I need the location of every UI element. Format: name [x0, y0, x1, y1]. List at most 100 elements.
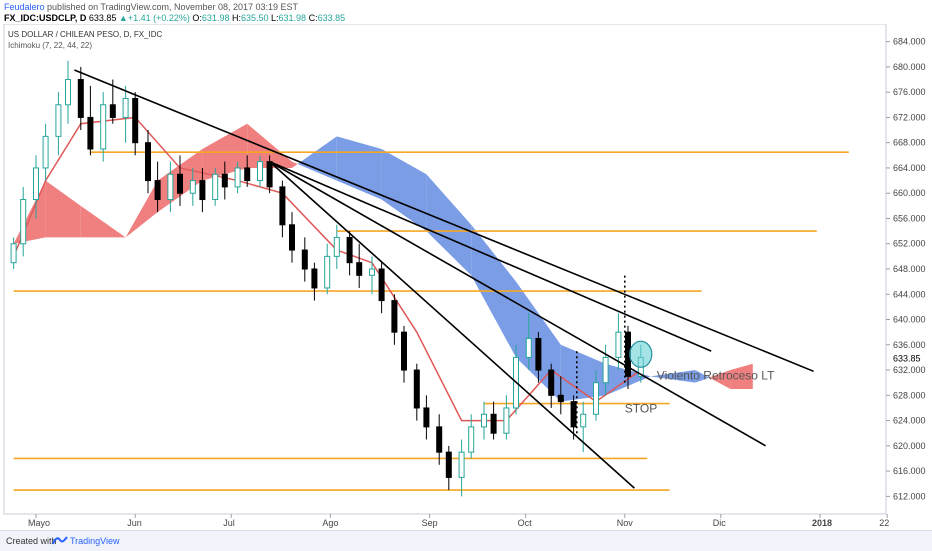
cloud-segment	[381, 149, 427, 232]
y-tick-label: 656.000	[893, 213, 926, 223]
candle-body	[289, 224, 295, 251]
cloud-segment	[247, 123, 292, 168]
ohlc-high-value: 635.50	[240, 13, 269, 23]
candle-body	[311, 268, 318, 289]
y-tick-label: 640.000	[893, 315, 926, 325]
candle-body	[369, 268, 375, 276]
ohlc-close-label: C:	[308, 13, 318, 23]
candle-body	[266, 161, 273, 188]
symbol-label: FX_IDC:USDCLP, D	[4, 13, 87, 23]
candle-body	[413, 369, 420, 409]
chart-title: US DOLLAR / CHILEAN PESO, D, FX_IDC	[8, 30, 162, 39]
indicator-label: Ichimoku (7, 22, 44, 22)	[8, 41, 92, 50]
cloud-segment	[292, 161, 298, 168]
tradingview-logo-icon	[52, 536, 68, 545]
symbol-info: FX_IDC:USDCLP, D 633.85 ▲+1.41 (+0.22%) …	[4, 13, 345, 23]
publish-info: Feudalero published on TradingView.com, …	[4, 2, 298, 12]
candle-body	[333, 236, 340, 257]
highlight-circle	[629, 340, 653, 368]
candlesticks	[10, 60, 644, 497]
y-tick-label: 660.000	[893, 188, 926, 198]
published-text: published on TradingView.com, November 0…	[47, 2, 299, 12]
last-price-label: 633.85	[893, 353, 921, 363]
y-tick-label: 676.000	[893, 87, 926, 97]
candle-body	[481, 413, 487, 428]
cloud-segment	[650, 370, 696, 383]
cloud-segment	[297, 136, 337, 181]
candle-body	[65, 79, 71, 106]
x-tick-label: 22	[879, 518, 889, 528]
x-tick-label: Sep	[422, 518, 438, 528]
y-tick-label: 668.000	[893, 138, 926, 148]
candle-body	[10, 243, 17, 264]
author-link[interactable]: Feudalero	[4, 2, 45, 12]
cloud-segment	[426, 174, 472, 276]
candle-body	[33, 167, 39, 201]
y-tick-label: 644.000	[893, 289, 926, 299]
ohlc-open-label: O:	[192, 13, 202, 23]
candle-body	[615, 331, 622, 358]
candle-body	[548, 369, 555, 396]
x-axis: Mayo Jun Jul Ago Sep Oct Nov Dic 2018 22	[28, 514, 889, 528]
candle-body	[167, 173, 174, 201]
candle-body	[87, 116, 94, 150]
price-chart[interactable]: US DOLLAR / CHILEAN PESO, D, FX_IDC Ichi…	[0, 24, 932, 530]
y-tick-label: 620.000	[893, 441, 926, 451]
cloud-segment	[125, 180, 158, 238]
candle-body	[100, 104, 107, 150]
x-tick-label: Mayo	[28, 518, 50, 528]
candle-body	[445, 451, 452, 478]
stop-label: STOP	[625, 401, 657, 415]
cloud-segment	[730, 363, 753, 389]
y-tick-label: 680.000	[893, 62, 926, 72]
x-tick-label: Dic	[713, 518, 726, 528]
candle-body	[391, 300, 398, 333]
ohlc-close-value: 633.85	[317, 13, 346, 23]
trendline	[269, 160, 766, 447]
candle-body	[132, 97, 139, 144]
y-tick-label: 684.000	[893, 37, 926, 47]
ohlc-low-label: L:	[271, 13, 279, 23]
candle-body	[20, 199, 27, 245]
candle-body	[346, 236, 353, 264]
candle-body	[212, 173, 219, 201]
candle-body	[301, 249, 308, 270]
ohlc-high-label: H:	[231, 13, 241, 23]
candle-body	[580, 413, 587, 428]
candle-body	[324, 255, 331, 289]
y-tick-label: 648.000	[893, 264, 926, 274]
cloud-segment	[709, 370, 731, 389]
candle-body	[154, 180, 161, 201]
y-axis: 612.000 616.000 620.000 624.000 628.000 632.0…	[885, 24, 926, 514]
y-tick-label: 616.000	[893, 466, 926, 476]
y-tick-label: 636.000	[893, 340, 926, 350]
candle-body	[221, 173, 228, 188]
x-tick-label: Jul	[223, 518, 235, 528]
candle-body	[535, 337, 542, 371]
candle-body	[525, 337, 532, 358]
candle-body	[436, 426, 443, 453]
candle-body	[468, 426, 475, 453]
ohlc-low-value: 631.98	[278, 13, 307, 23]
candle-body	[490, 413, 497, 434]
candle-body	[570, 401, 577, 428]
ohlc-open-value: 631.98	[201, 13, 230, 23]
y-tick-label: 624.000	[893, 416, 926, 426]
candle-body	[145, 142, 151, 182]
cloud-segment	[80, 205, 126, 238]
footer-bar: Created with TradingView	[0, 530, 932, 551]
y-tick-label: 612.000	[893, 491, 926, 501]
tradingview-brand[interactable]: TradingView	[70, 536, 120, 546]
annotations: Violento Retroceso LT STOP	[625, 340, 775, 415]
dotted-markers	[575, 275, 626, 434]
x-tick-label: Jun	[127, 518, 142, 528]
x-tick-label: Ago	[322, 518, 338, 528]
candle-body	[401, 331, 407, 371]
plot-frame	[3, 24, 887, 515]
candle-body	[55, 104, 62, 137]
candle-body	[177, 173, 183, 194]
candle-body	[244, 167, 251, 182]
y-tick-label: 672.000	[893, 112, 926, 122]
created-with-label: Created with	[6, 536, 57, 546]
candle-body	[602, 356, 609, 384]
